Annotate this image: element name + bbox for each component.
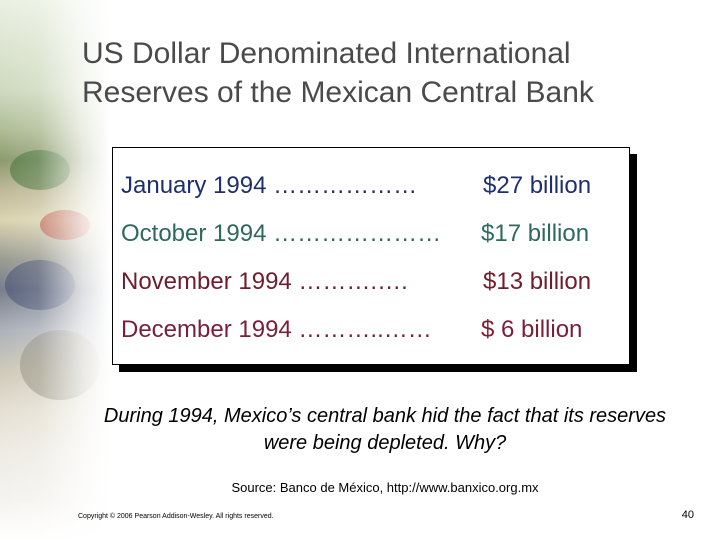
reserve-value: $13 billion <box>483 268 592 295</box>
reserve-row-january: January 1994 ……………… $27 billion <box>121 172 591 200</box>
collage-fade <box>0 0 110 540</box>
reserve-row-october: October 1994 ………………… $17 billion <box>121 220 589 248</box>
reserve-value: $17 billion <box>481 220 590 247</box>
source-citation: Source: Banco de México, http://www.banx… <box>231 480 539 495</box>
reserve-row-november: November 1994 ……….…. $13 billion <box>121 268 591 296</box>
reserve-value: $27 billion <box>483 172 592 199</box>
reserves-box: January 1994 ……………… $27 billion October … <box>112 147 630 365</box>
reserve-date: November 1994 ……….…. <box>121 268 408 295</box>
reserve-date: January 1994 ……………… <box>121 172 418 199</box>
discussion-question: During 1994, Mexico’s central bank hid t… <box>103 405 667 454</box>
reserve-date: December 1994 ………..…… <box>121 316 432 343</box>
copyright-notice: Copyright © 2006 Pearson Addison-Wesley.… <box>78 513 274 520</box>
reserve-date: October 1994 ………………… <box>121 220 442 247</box>
reserve-row-december: December 1994 ………..…… $ 6 billion <box>121 316 582 344</box>
slide-title: US Dollar Denominated International Rese… <box>82 37 594 109</box>
page-number: 40 <box>681 509 694 521</box>
reserve-value: $ 6 billion <box>481 316 583 343</box>
decorative-photo-collage <box>0 0 110 540</box>
